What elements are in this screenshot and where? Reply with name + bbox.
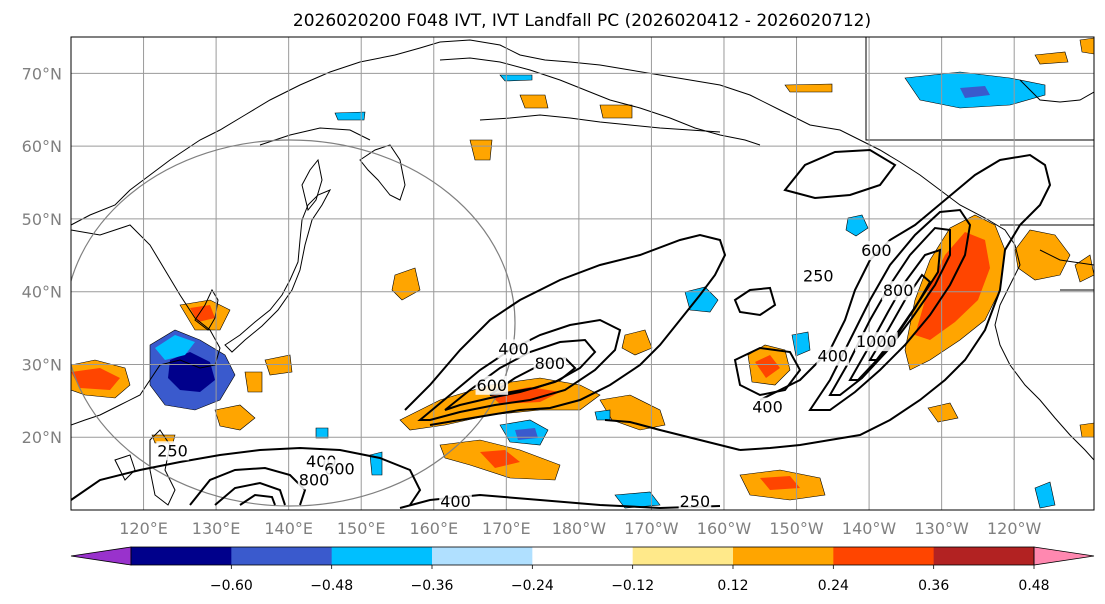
lon-label: 170°E <box>482 519 531 538</box>
positive-anomaly-westcoast-core <box>915 232 990 340</box>
contour-250-east <box>739 153 1052 451</box>
contour-label-bg <box>802 266 835 286</box>
colorbar-tick-label: 0.12 <box>717 578 748 594</box>
contour-label-bg <box>475 375 509 395</box>
contour-label: 400 <box>752 398 783 417</box>
contour-label-bg <box>156 441 189 461</box>
contour-600-jet <box>444 338 597 411</box>
contour-label: 1000 <box>856 332 897 351</box>
lat-label: 30°N <box>22 355 62 374</box>
contour-label: 250 <box>680 492 711 511</box>
contour-label: 400 <box>440 492 471 511</box>
lon-label: 170°W <box>624 519 679 538</box>
coast-philippines <box>149 429 176 506</box>
latitude-labels: 20°N 30°N 40°N 50°N 60°N 70°N <box>22 64 62 447</box>
colorbar-extend-low <box>70 546 132 566</box>
contour-label-bg <box>751 397 784 417</box>
colorbar-tick-label: −0.24 <box>511 578 554 594</box>
colorbar-ticks: −0.60 −0.48 −0.36 −0.24 −0.12 0.12 0.24 0.36 0.4… <box>210 565 1050 594</box>
contour-400-jet <box>417 318 622 421</box>
positive-anomaly-nw-canada <box>1014 229 1071 281</box>
lon-label: 140°W <box>842 519 897 538</box>
colorbar-segment <box>632 547 734 565</box>
contour-label: 800 <box>535 354 566 373</box>
focus-ellipse <box>71 139 516 507</box>
colorbar <box>70 546 1095 566</box>
lat-label: 50°N <box>22 210 62 229</box>
coast-aleutians <box>479 114 721 133</box>
colorbar-tick-label: 0.36 <box>918 578 949 594</box>
colorbar-tick-label: −0.36 <box>411 578 454 594</box>
coastlines <box>71 37 1094 506</box>
contour-label-bg <box>533 353 567 373</box>
coast-kamchatka <box>359 144 406 201</box>
contour-label-bg <box>678 492 712 510</box>
colorbar-segment <box>833 547 935 565</box>
contour-label: 400 <box>818 347 849 366</box>
contour-label: 250 <box>157 441 188 460</box>
contour-southwest <box>71 446 422 506</box>
lon-label: 140°E <box>264 519 313 538</box>
colorbar-segment <box>733 547 834 565</box>
coast-sakhalin <box>301 158 323 212</box>
lon-label: 180°W <box>552 519 607 538</box>
contour-1000-east <box>868 273 932 361</box>
contour-label: 800 <box>883 281 914 300</box>
colorbar-segment <box>933 547 1035 565</box>
coast-alaska <box>439 39 1016 246</box>
colorbar-tick-label: −0.48 <box>310 578 353 594</box>
lon-label: 150°W <box>769 519 824 538</box>
contour-label: 600 <box>324 459 355 478</box>
lon-label: 120°W <box>987 519 1042 538</box>
lon-label: 130°W <box>914 519 969 538</box>
coast-asia <box>71 41 441 226</box>
colorbar-segment <box>131 547 232 565</box>
ivt-contours <box>71 148 1052 510</box>
contour-label: 400 <box>498 339 529 358</box>
colorbar-tick-label: 0.48 <box>1018 578 1049 594</box>
contour-label-bg <box>860 241 893 261</box>
coast-na-west <box>994 244 1094 461</box>
lon-label: 160°W <box>697 519 752 538</box>
contour-label-bg <box>297 470 331 490</box>
contour-400-east <box>808 208 972 411</box>
coast-japan <box>224 189 332 353</box>
colorbar-tick-label: −0.60 <box>210 578 253 594</box>
contour-label-bg <box>439 492 472 510</box>
coast-korea <box>194 288 219 331</box>
colorbar-tick-label: −0.12 <box>611 578 654 594</box>
contour-label-bg <box>497 339 530 359</box>
contour-label: 800 <box>299 470 330 489</box>
lon-label: 120°E <box>119 519 168 538</box>
colorbar-segment <box>532 547 634 565</box>
colorbar-segment <box>331 547 433 565</box>
contour-800-jet <box>489 356 577 396</box>
contour-600-east <box>828 226 951 396</box>
contour-label-bg <box>816 346 850 366</box>
colorbar-segment <box>432 547 533 565</box>
lat-label: 40°N <box>22 283 62 302</box>
contour-label: 600 <box>861 241 892 260</box>
longitude-labels: 120°E 130°E 140°E 150°E 160°E 170°E 180°W 170°W… <box>119 519 1041 538</box>
contour-label-bg <box>323 459 356 479</box>
contour-label-bg <box>854 332 898 352</box>
lon-label: 130°E <box>192 519 241 538</box>
contour-label-bg <box>881 281 915 301</box>
lon-label: 150°E <box>337 519 386 538</box>
colorbar-segment <box>231 547 333 565</box>
contour-label: 250 <box>803 267 834 286</box>
lon-label: 160°E <box>409 519 458 538</box>
contour-label: 600 <box>477 376 508 395</box>
map-frame <box>70 36 1095 511</box>
lat-label: 20°N <box>22 428 62 447</box>
contour-800-east <box>848 248 942 381</box>
lat-label: 60°N <box>22 137 62 156</box>
colorbar-tick-label: 0.24 <box>818 578 849 594</box>
colorbar-frame <box>130 546 1035 566</box>
map-title: 2026020200 F048 IVT, IVT Landfall PC (20… <box>293 11 871 31</box>
colorbar-extend-high <box>1033 546 1095 566</box>
lat-label: 70°N <box>22 64 62 83</box>
